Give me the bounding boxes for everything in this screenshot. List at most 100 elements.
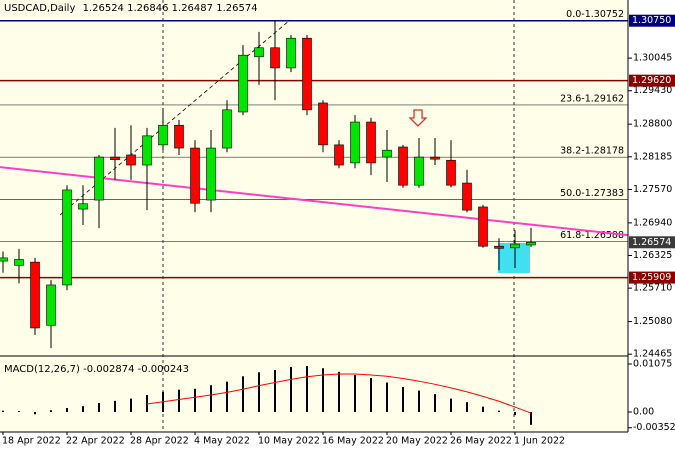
x-tick-label: 1 Jun 2022 <box>514 436 565 447</box>
macd-panel <box>2 366 532 425</box>
candle-body <box>382 149 392 158</box>
candle-body <box>158 124 168 146</box>
candle-body <box>94 156 104 201</box>
trendline <box>0 166 628 237</box>
current-price-box <box>629 236 675 249</box>
price-label: 1.25909 <box>632 272 671 283</box>
y-tick-label: 1.25080 <box>633 316 672 327</box>
open: 1.26524 <box>83 3 124 14</box>
macd-bar <box>370 378 372 412</box>
signal-value: -0.000243 <box>138 364 189 375</box>
candle-body <box>366 121 376 164</box>
macd-bar <box>82 406 84 412</box>
macd-bar <box>98 403 100 412</box>
y-tick-label: 1.26940 <box>633 217 672 228</box>
candle-body <box>62 189 72 286</box>
candle-body <box>126 154 136 166</box>
price-label-box <box>629 74 675 87</box>
macd-bar <box>114 400 116 412</box>
price-label-box <box>629 271 675 284</box>
fibonacci-label: 38.2-1.28178 <box>560 146 624 157</box>
x-tick-label: 18 Apr 2022 <box>2 436 61 447</box>
macd-bar <box>226 381 228 412</box>
down-arrow <box>408 109 428 127</box>
candle-body <box>270 47 280 69</box>
candle-body <box>350 121 360 164</box>
candle-body <box>462 182 472 211</box>
candle-body <box>0 257 8 262</box>
x-tick-label: 22 Apr 2022 <box>66 436 125 447</box>
price-label: 1.30750 <box>632 15 671 26</box>
macd-bar <box>194 388 196 412</box>
y-tick-label: 0.00 <box>633 407 654 418</box>
y-tick-label: 1.25710 <box>633 283 672 294</box>
macd-bar <box>242 376 244 412</box>
high: 1.26846 <box>127 3 168 14</box>
macd-bar <box>482 406 484 412</box>
candle-body <box>30 261 40 329</box>
candle-body <box>398 146 408 186</box>
macd-bar <box>466 402 468 412</box>
x-tick-label: 16 May 2022 <box>322 436 384 447</box>
candle-body <box>526 241 536 246</box>
macd-bar <box>402 387 404 412</box>
macd-bar <box>450 398 452 412</box>
candle-body <box>430 156 440 160</box>
candle-body <box>110 156 120 161</box>
macd-bar <box>50 410 52 412</box>
candle-body <box>318 102 328 146</box>
x-tick-label: 10 May 2022 <box>258 436 320 447</box>
y-tick-label: 1.28185 <box>633 151 672 162</box>
low: 1.26487 <box>172 3 213 14</box>
candle-body <box>254 47 264 58</box>
candle-body <box>510 243 520 249</box>
macd-bar <box>178 389 180 412</box>
macd-bar <box>418 390 420 412</box>
fibonacci-label: 0.0-1.30752 <box>566 9 624 20</box>
fibonacci-label: 23.6-1.29162 <box>560 93 624 104</box>
y-tick-label: 1.26325 <box>633 250 672 261</box>
macd-bar <box>210 385 212 412</box>
close: 1.26574 <box>216 3 257 14</box>
candle-body <box>446 159 456 186</box>
candle-body <box>334 144 344 166</box>
macd-title: MACD(12,26,7) <box>4 364 80 375</box>
candle-body <box>478 206 488 247</box>
macd-bar <box>258 372 260 412</box>
candle-body <box>414 156 424 186</box>
candle-body <box>222 109 232 149</box>
price-label-box <box>629 14 675 27</box>
candle-body <box>46 284 56 326</box>
macd-bar <box>306 366 308 412</box>
price-panel: 0.0-1.30752 23.6-1.29162 38.2-1.28178 50.0-… <box>0 9 628 349</box>
macd-bar <box>386 382 388 412</box>
y-tick-label: -0.003523 <box>633 422 675 433</box>
macd-bar <box>354 374 356 412</box>
price-label: 1.29620 <box>632 75 671 86</box>
candle-body <box>238 54 248 113</box>
macd-bar <box>498 410 500 412</box>
signal-line <box>146 373 532 414</box>
y-tick-label: 1.30045 <box>633 53 672 64</box>
candle-body <box>286 37 296 69</box>
macd-bar <box>530 412 532 425</box>
candle-body <box>302 37 312 111</box>
y-tick-label: 1.24465 <box>633 349 672 360</box>
y-tick-label: 0.01075 <box>633 359 672 370</box>
y-tick-label: 1.28800 <box>633 119 672 130</box>
macd-bar <box>434 394 436 412</box>
candle-body <box>174 124 184 149</box>
macd-header: MACD(12,26,7) -0.002874 -0.000243 <box>4 364 189 375</box>
y-tick-label: 1.29430 <box>633 85 672 96</box>
macd-value: -0.002874 <box>83 364 134 375</box>
candle-body <box>190 147 200 204</box>
macd-bar <box>34 412 36 415</box>
candle-body <box>78 203 88 210</box>
macd-bar <box>514 412 516 416</box>
macd-bar <box>290 366 292 412</box>
macd-bar <box>130 398 132 412</box>
candle-body <box>206 147 216 201</box>
macd-bar <box>18 411 20 412</box>
x-tick-label: 20 May 2022 <box>386 436 448 447</box>
